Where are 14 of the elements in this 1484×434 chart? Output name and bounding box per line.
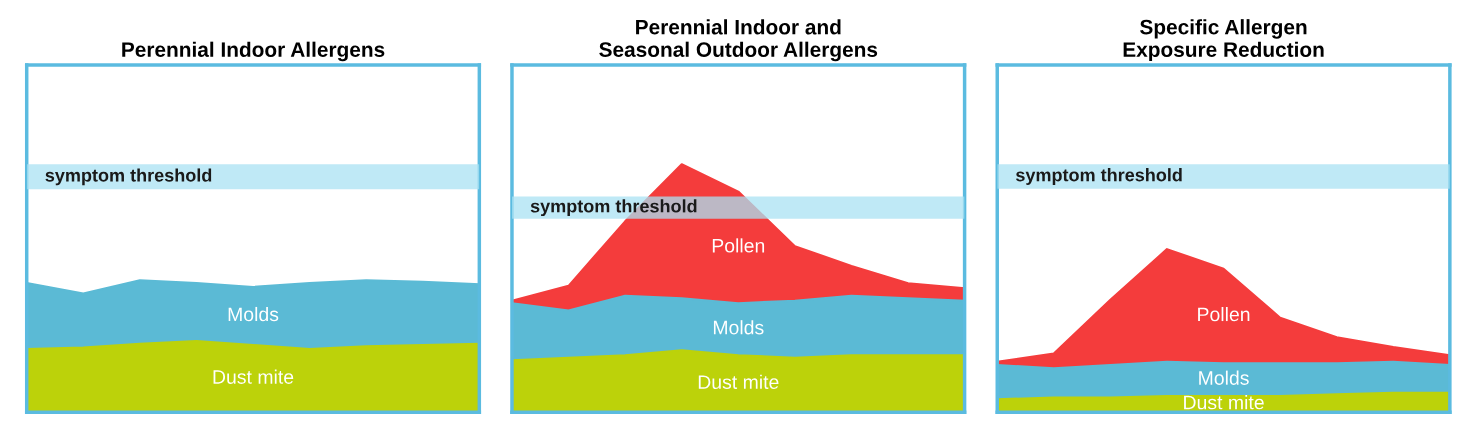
series-label: Pollen: [712, 238, 765, 253]
band-label: symptom threshold: [45, 168, 212, 186]
series-label: Dust mite: [698, 374, 779, 389]
chart-title: Specific Allergen Exposure Reduction: [1123, 19, 1324, 62]
band-label: symptom threshold: [530, 199, 697, 217]
series-label: Dust mite: [1184, 395, 1264, 410]
series-label: Molds: [228, 306, 279, 322]
band-label: symptom threshold: [1015, 168, 1182, 185]
chart-title: Perennial Indoor and Seasonal Outdoor Allergens: [599, 19, 878, 62]
series-label: Molds: [713, 320, 764, 335]
series-label: Dust mite: [213, 369, 294, 384]
series-label: Pollen: [1198, 306, 1250, 322]
series-label: Molds: [1199, 370, 1249, 385]
chart-title: Perennial Indoor Allergens: [122, 41, 385, 62]
